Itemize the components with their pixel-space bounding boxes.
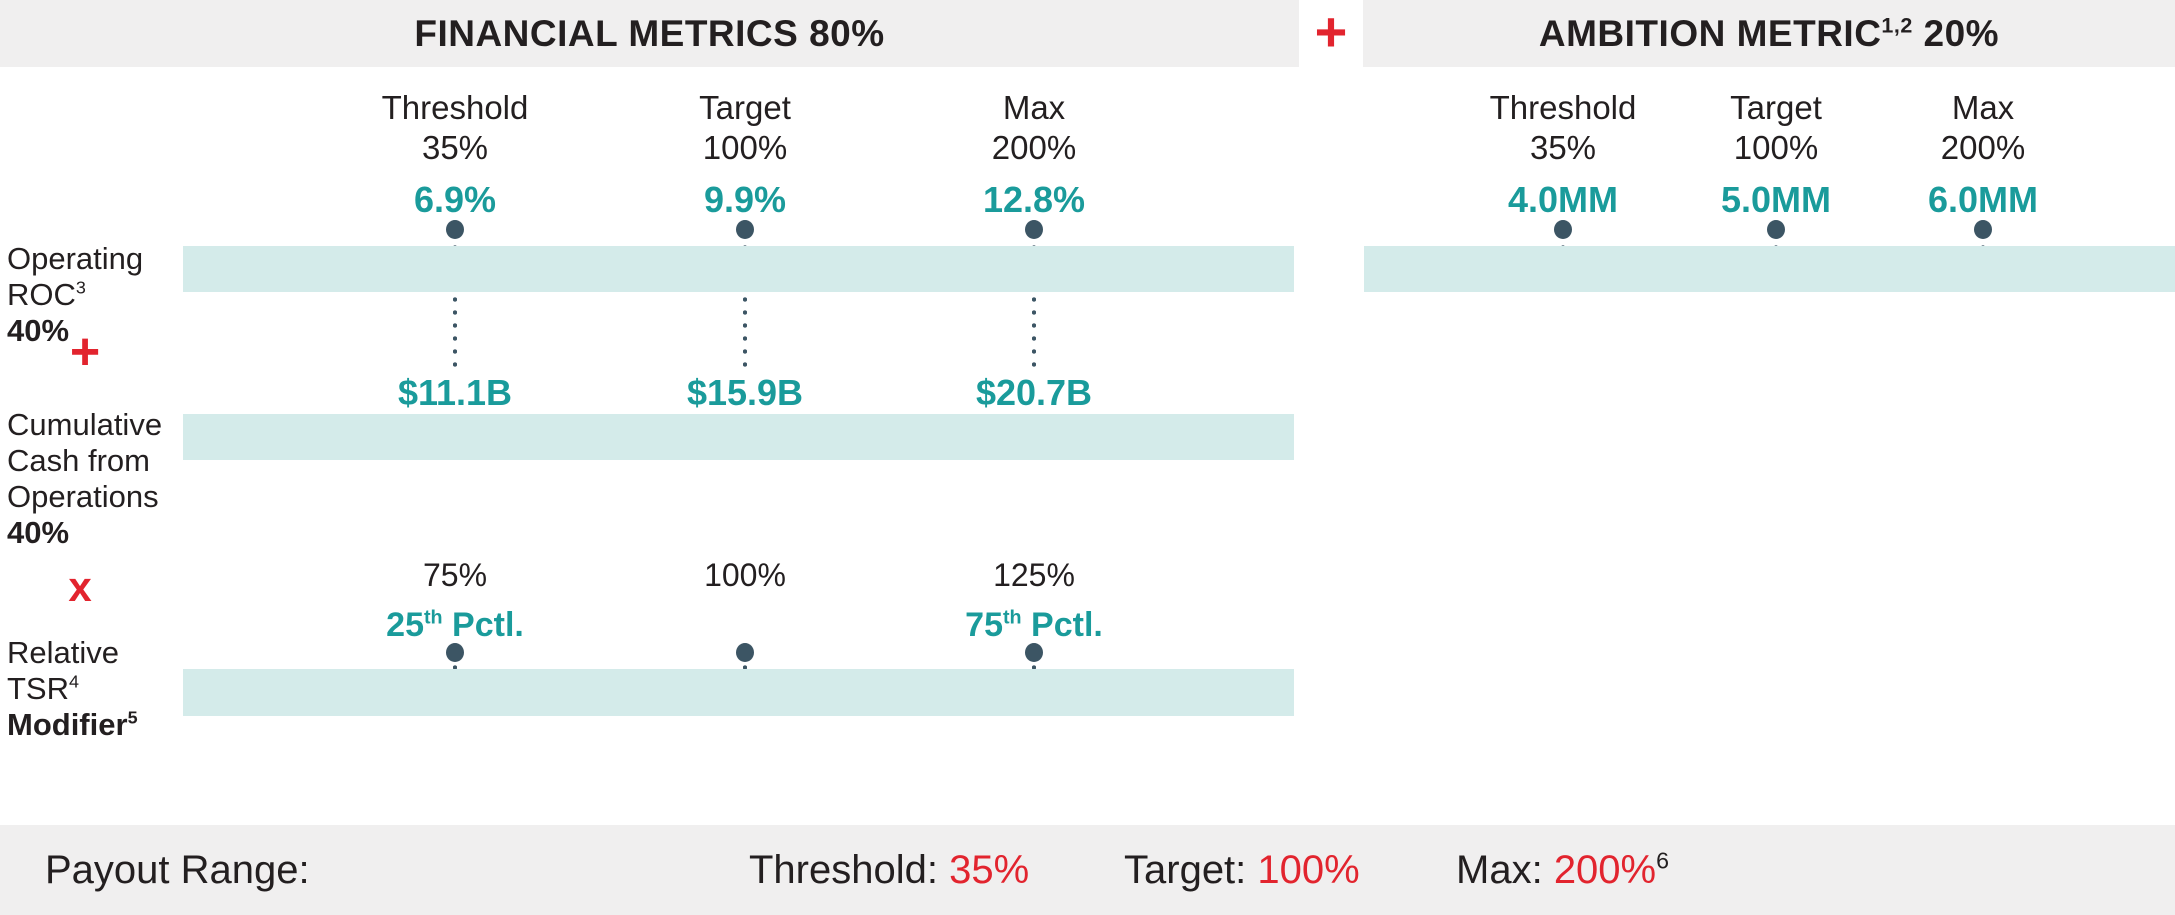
metric-line-text: Modifier <box>7 707 128 742</box>
footnote-ref: 6 <box>1656 847 1670 874</box>
metric-line: Operating <box>7 241 144 276</box>
cash-max-value: $20.7B <box>975 372 1093 413</box>
payout-item-value: 100% <box>1257 848 1360 892</box>
footnote-ref: 4 <box>69 671 79 692</box>
payout-item-label: Max: <box>1456 848 1543 892</box>
col-label: Threshold <box>1489 89 1637 126</box>
col-label: Max <box>1951 89 2015 126</box>
operator-plus-icon: + <box>69 323 101 381</box>
dotted-connector <box>743 241 747 368</box>
payout-max: Max: 200%6 <box>1456 825 1669 915</box>
amb-col-header-target: Target 100% <box>1646 88 1906 168</box>
metric-label-operating-roc: Operating ROC3 40% <box>7 241 143 349</box>
metric-line: TSR4 <box>7 671 138 707</box>
col-label: Threshold <box>381 89 529 126</box>
cash-target-value: $15.9B <box>686 372 804 413</box>
operating-roc-band <box>183 246 1294 292</box>
payout-item-value: 200% <box>1553 848 1657 892</box>
tsr-target-pct: 100% <box>704 557 786 593</box>
payout-item-value: 35% <box>949 848 1030 892</box>
pctl-ordinal: th <box>423 606 443 629</box>
col-pct: 35% <box>421 129 489 166</box>
payout-range-label: Payout Range: <box>45 848 310 892</box>
pctl-number: 75 <box>965 606 1003 644</box>
col-label: Max <box>1002 89 1066 126</box>
marker-dot <box>446 220 464 239</box>
roc-threshold-value: 6.9% <box>413 179 497 220</box>
tsr-max-pct: 125% <box>993 557 1075 593</box>
payout-item-label: Target: <box>1124 848 1247 892</box>
footnote-ref: 3 <box>75 277 86 298</box>
dotted-connector <box>453 241 457 368</box>
operator-multiply-icon: x <box>68 563 92 610</box>
cumulative-cash-band <box>183 414 1294 460</box>
metric-label-cumulative-cash: Cumulative Cash from Operations 40% <box>7 407 162 551</box>
fin-col-header-target: Target 100% <box>615 88 875 168</box>
financial-header-band: FINANCIAL METRICS 80% <box>0 0 1299 67</box>
ambition-title-text: AMBITION METRIC <box>1538 13 1882 54</box>
ambition-title-footnote: 1,2 <box>1881 13 1913 38</box>
roc-target-value: 9.9% <box>703 179 787 220</box>
metric-weight: 40% <box>7 515 70 550</box>
pctl-text: Pctl. <box>442 606 524 644</box>
ambition-threshold-value: 4.0MM <box>1507 179 1619 220</box>
amb-col-header-max: Max 200% <box>1853 88 2113 168</box>
roc-max-value: 12.8% <box>982 179 1086 220</box>
metric-line: Cash from <box>7 443 150 478</box>
tsr-threshold-pctl: 25th Pctl. <box>325 606 585 644</box>
ambition-band <box>1364 246 2175 292</box>
col-pct: 200% <box>991 129 1077 166</box>
marker-dot <box>1767 220 1785 239</box>
ambition-section-title: AMBITION METRIC1,2 20% <box>1363 0 2175 67</box>
metric-weight: 40% <box>7 313 70 348</box>
col-pct: 35% <box>1529 129 1597 166</box>
metric-line: Modifier5 <box>7 707 138 743</box>
ambition-max-value: 6.0MM <box>1927 179 2039 220</box>
payout-range-bar <box>0 825 2175 915</box>
marker-dot <box>1554 220 1572 239</box>
fin-col-header-threshold: Threshold 35% <box>325 88 585 168</box>
cash-threshold-value: $11.1B <box>397 372 513 413</box>
metric-line: Relative <box>7 635 119 670</box>
ambition-header-band: AMBITION METRIC1,2 20% <box>1363 0 2175 67</box>
metric-line-text: ROC <box>7 277 76 312</box>
marker-dot <box>1025 220 1043 239</box>
dotted-connector <box>1032 241 1036 368</box>
metric-label-tsr-modifier: Relative TSR4 Modifier5 <box>7 635 138 743</box>
tsr-modifier-band <box>183 669 1294 716</box>
col-pct: 100% <box>702 129 788 166</box>
payout-threshold: Threshold: 35% <box>749 825 1029 915</box>
metric-line: ROC3 <box>7 277 143 313</box>
payout-item-label: Threshold: <box>749 848 938 892</box>
metric-line-text: TSR <box>7 671 69 706</box>
ambition-title-pct: 20% <box>1923 13 2000 54</box>
fin-col-header-max: Max 200% <box>904 88 1164 168</box>
tsr-threshold-pct: 75% <box>422 557 488 593</box>
marker-dot <box>1025 643 1043 662</box>
payout-target: Target: 100% <box>1124 825 1360 915</box>
col-pct: 200% <box>1940 129 2026 166</box>
pctl-ordinal: th <box>1002 606 1022 629</box>
marker-dot <box>446 643 464 662</box>
col-label: Target <box>699 89 791 126</box>
financial-section-title: FINANCIAL METRICS 80% <box>414 13 885 54</box>
col-pct: 100% <box>1733 129 1819 166</box>
marker-dot <box>1974 220 1992 239</box>
pctl-text: Pctl. <box>1021 606 1103 644</box>
col-label: Target <box>1730 89 1822 126</box>
tsr-max-pctl: 75th Pctl. <box>904 606 1164 644</box>
plus-separator-icon: + <box>1314 0 1348 63</box>
amb-col-header-threshold: Threshold 35% <box>1433 88 1693 168</box>
marker-dot <box>736 220 754 239</box>
footnote-ref: 5 <box>127 707 138 728</box>
pctl-number: 25 <box>386 606 424 644</box>
marker-dot <box>736 643 754 662</box>
metric-line: Cumulative <box>7 407 163 442</box>
ambition-target-value: 5.0MM <box>1720 179 1832 220</box>
metric-line: Operations <box>7 479 159 514</box>
